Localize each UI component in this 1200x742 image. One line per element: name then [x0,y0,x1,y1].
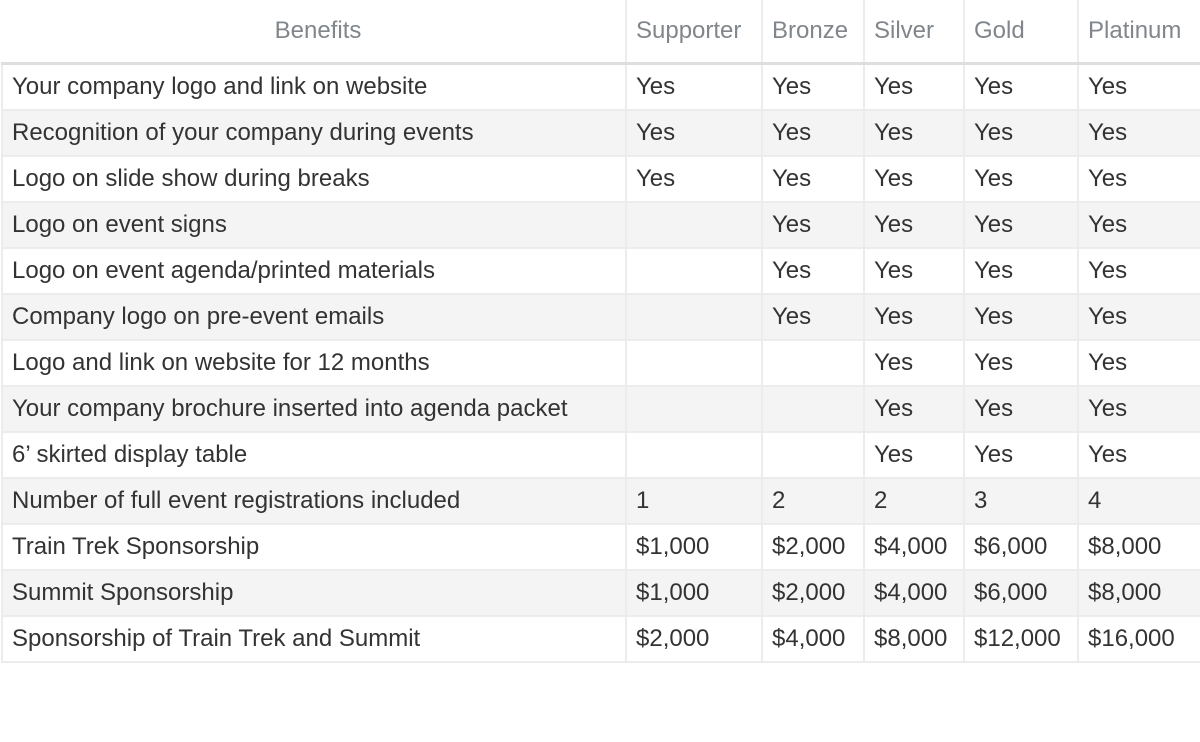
benefit-cell: Logo on slide show during breaks [1,155,627,203]
tier-cell-platinum: Yes [1077,155,1200,203]
benefit-cell: Logo on event signs [1,201,627,249]
column-header-silver: Silver [863,0,965,65]
tier-cell-bronze: Yes [761,201,865,249]
table-row: 6’ skirted display table Yes Yes Yes [1,431,1200,479]
tier-cell-silver: Yes [863,431,965,479]
tier-cell-gold: Yes [963,431,1079,479]
tier-cell-silver: $8,000 [863,615,965,663]
table-row: Your company brochure inserted into agen… [1,385,1200,433]
tier-cell-bronze: 2 [761,477,865,525]
tier-cell-silver: 2 [863,477,965,525]
tier-cell-bronze [761,339,865,387]
tier-cell-bronze: Yes [761,62,865,111]
table-row: Logo on event signs Yes Yes Yes Yes [1,201,1200,249]
tier-cell-supporter: 1 [625,477,763,525]
tier-cell-supporter [625,339,763,387]
tier-cell-platinum: Yes [1077,247,1200,295]
tier-cell-gold: $12,000 [963,615,1079,663]
tier-cell-supporter: $2,000 [625,615,763,663]
benefit-cell: Summit Sponsorship [1,569,627,617]
benefit-cell: Logo on event agenda/printed materials [1,247,627,295]
tier-cell-supporter: $1,000 [625,523,763,571]
tier-cell-gold: $6,000 [963,569,1079,617]
benefit-cell: Sponsorship of Train Trek and Summit [1,615,627,663]
tier-cell-bronze: $2,000 [761,523,865,571]
tier-cell-silver: $4,000 [863,523,965,571]
tier-cell-silver: Yes [863,339,965,387]
tier-cell-bronze: Yes [761,293,865,341]
tier-cell-platinum: Yes [1077,339,1200,387]
tier-cell-platinum: Yes [1077,109,1200,157]
tier-cell-supporter [625,247,763,295]
benefit-cell: Recognition of your company during event… [1,109,627,157]
tier-cell-bronze: Yes [761,109,865,157]
tier-cell-bronze: $4,000 [761,615,865,663]
header-row: Benefits Supporter Bronze Silver Gold Platinu… [2,0,1200,65]
tier-cell-platinum: Yes [1077,293,1200,341]
tier-cell-gold: Yes [963,293,1079,341]
tier-cell-supporter [625,431,763,479]
tier-cell-gold: Yes [963,247,1079,295]
tier-cell-platinum: Yes [1077,201,1200,249]
tier-cell-silver: Yes [863,62,965,111]
tier-cell-gold: Yes [963,201,1079,249]
tier-cell-supporter: Yes [625,62,763,111]
tier-cell-bronze [761,431,865,479]
tier-cell-silver: Yes [863,201,965,249]
benefit-cell: Train Trek Sponsorship [1,523,627,571]
benefit-cell: Logo and link on website for 12 months [1,339,627,387]
table-row: Train Trek Sponsorship $1,000 $2,000 $4,000… [1,523,1200,571]
tier-cell-silver: Yes [863,155,965,203]
tier-cell-gold: 3 [963,477,1079,525]
column-header-gold: Gold [963,0,1079,65]
table-row: Number of full event registrations inclu… [1,477,1200,525]
sponsorship-benefits-table: Benefits Supporter Bronze Silver Gold Platinu… [1,0,1200,663]
tier-cell-platinum: $8,000 [1077,569,1200,617]
tier-cell-platinum: $16,000 [1077,615,1200,663]
benefit-cell: Company logo on pre-event emails [1,293,627,341]
tier-cell-gold: Yes [963,109,1079,157]
tier-cell-supporter [625,293,763,341]
tier-cell-supporter: Yes [625,109,763,157]
column-header-bronze: Bronze [761,0,865,65]
tier-cell-supporter: Yes [625,155,763,203]
tier-cell-gold: Yes [963,155,1079,203]
table-row: Summit Sponsorship $1,000 $2,000 $4,000 $6,0… [1,569,1200,617]
benefit-cell: 6’ skirted display table [1,431,627,479]
column-header-benefits: Benefits [2,0,627,65]
table-row: Logo and link on website for 12 months Ye… [1,339,1200,387]
tier-cell-gold: $6,000 [963,523,1079,571]
table-row: Logo on slide show during breaks Yes Yes Ye… [1,155,1200,203]
tier-cell-bronze: $2,000 [761,569,865,617]
tier-cell-supporter [625,385,763,433]
table-row: Logo on event agenda/printed materials Ye… [1,247,1200,295]
tier-cell-platinum: Yes [1077,62,1200,111]
tier-cell-platinum: $8,000 [1077,523,1200,571]
tier-cell-bronze [761,385,865,433]
table-row: Company logo on pre-event emails Yes Yes Ye… [1,293,1200,341]
tier-cell-bronze: Yes [761,247,865,295]
table-row: Your company logo and link on website Yes… [1,62,1200,111]
column-header-supporter: Supporter [625,0,763,65]
tier-cell-gold: Yes [963,62,1079,111]
tier-cell-supporter: $1,000 [625,569,763,617]
table-row: Sponsorship of Train Trek and Summit $2,0… [1,615,1200,663]
tier-cell-silver: Yes [863,109,965,157]
tier-cell-silver: $4,000 [863,569,965,617]
benefit-cell: Your company brochure inserted into agen… [1,385,627,433]
table-row: Recognition of your company during event… [1,109,1200,157]
tier-cell-silver: Yes [863,385,965,433]
tier-cell-bronze: Yes [761,155,865,203]
tier-cell-silver: Yes [863,247,965,295]
tier-cell-supporter [625,201,763,249]
tier-cell-platinum: Yes [1077,385,1200,433]
tier-cell-platinum: Yes [1077,431,1200,479]
benefit-cell: Number of full event registrations inclu… [1,477,627,525]
benefit-cell: Your company logo and link on website [1,62,627,111]
tier-cell-silver: Yes [863,293,965,341]
tier-cell-gold: Yes [963,385,1079,433]
tier-cell-platinum: 4 [1077,477,1200,525]
column-header-platinum: Platinum [1077,0,1200,65]
tier-cell-gold: Yes [963,339,1079,387]
